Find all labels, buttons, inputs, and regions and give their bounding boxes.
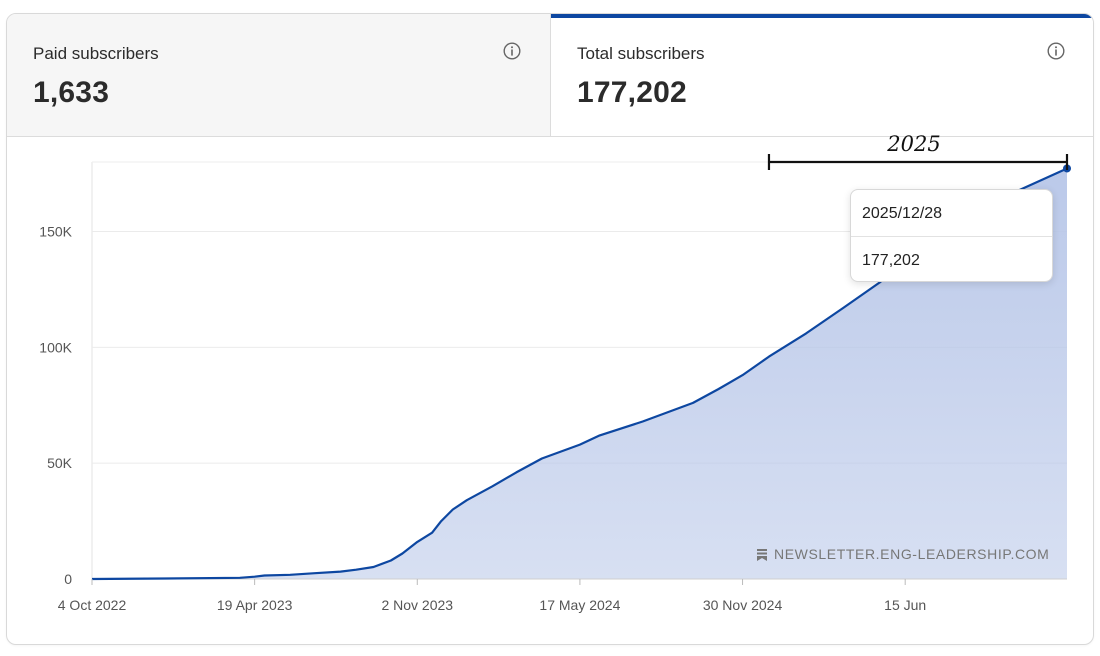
y-tick-label: 0 — [64, 571, 72, 587]
y-tick-label: 100K — [39, 339, 72, 355]
paid-subscribers-value: 1,633 — [33, 76, 110, 109]
x-tick-label: 17 May 2024 — [539, 597, 620, 613]
watermark: NEWSLETTER.ENG-LEADERSHIP.COM — [756, 546, 1049, 562]
x-tick-label: 2 Nov 2023 — [381, 597, 453, 613]
bookmark-icon — [757, 548, 767, 561]
tooltip-date: 2025/12/28 — [862, 205, 943, 222]
metric-tabs: Paid subscribers 1,633 Total subscribers… — [7, 14, 1093, 137]
total-subscribers-label: Total subscribers — [577, 44, 705, 63]
tooltip-value: 177,202 — [862, 252, 920, 269]
watermark-text: NEWSLETTER.ENG-LEADERSHIP.COM — [774, 546, 1050, 562]
tab-total-subscribers[interactable]: Total subscribers 177,202 — [551, 14, 1093, 136]
x-tick-label: 15 Jun — [884, 597, 926, 613]
tab-paid-subscribers[interactable]: Paid subscribers 1,633 — [7, 14, 551, 136]
chart-tooltip: 2025/12/28 177,202 — [850, 189, 1053, 282]
x-tick-label: 30 Nov 2024 — [703, 597, 783, 613]
info-icon[interactable] — [503, 42, 521, 60]
x-tick-label: 4 Oct 2022 — [58, 597, 127, 613]
paid-subscribers-label: Paid subscribers — [33, 44, 159, 63]
active-tab-indicator — [551, 14, 1093, 18]
year-annotation: 2025 — [760, 132, 1068, 172]
year-annotation-label: 2025 — [887, 132, 941, 156]
y-tick-label: 50K — [47, 455, 73, 471]
total-subscribers-value: 177,202 — [577, 76, 687, 109]
y-tick-label: 150K — [39, 224, 72, 240]
tooltip-divider — [851, 236, 1052, 237]
x-tick-label: 19 Apr 2023 — [217, 597, 293, 613]
series-line — [91, 167, 1068, 581]
info-icon[interactable] — [1047, 42, 1065, 60]
area-fill — [92, 168, 1067, 579]
